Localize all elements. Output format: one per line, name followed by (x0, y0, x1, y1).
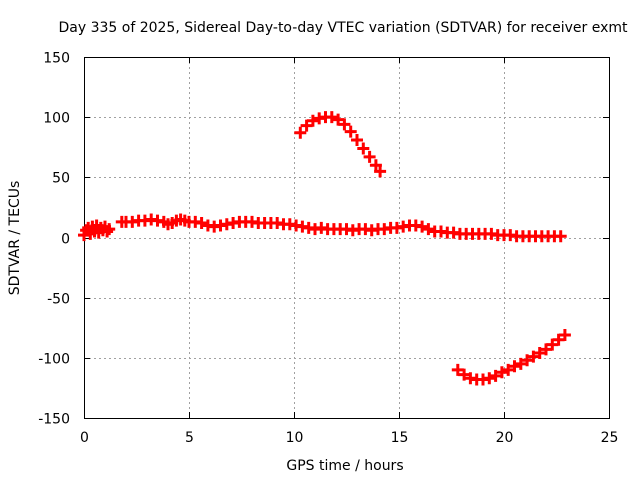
data-point (558, 328, 571, 341)
y-axis-label: SDTVAR / TECUs (7, 181, 23, 296)
x-tick-label: 15 (391, 430, 409, 446)
data-point (495, 366, 508, 379)
data-point (489, 369, 502, 382)
data-point (363, 150, 376, 163)
data-point (527, 350, 540, 363)
data-point (422, 223, 435, 236)
y-tick-label: -150 (38, 412, 70, 428)
data-point (338, 118, 351, 131)
series-upper-arc (294, 111, 387, 178)
y-tick-label: 100 (43, 111, 70, 127)
data-point (416, 220, 429, 233)
x-tick-label: 10 (286, 430, 304, 446)
data-point (300, 119, 313, 132)
data-point (325, 111, 338, 124)
x-tick-label: 5 (185, 430, 194, 446)
x-tick-label: 20 (496, 430, 514, 446)
series-lower-arc (451, 328, 571, 386)
y-tick-label: 0 (61, 232, 70, 248)
x-axis-label: GPS time / hours (286, 458, 403, 474)
y-tick-label: 50 (52, 171, 70, 187)
data-point (508, 360, 521, 373)
data-point (514, 357, 527, 370)
data-point (357, 142, 370, 155)
data-point (306, 114, 319, 127)
data-point (552, 333, 565, 346)
y-tick-label: -100 (38, 352, 70, 368)
x-tick-label: 25 (601, 430, 619, 446)
data-point (546, 338, 559, 351)
axis-ticks (84, 57, 610, 419)
x-tick-label: 0 (80, 430, 89, 446)
data-point (540, 343, 552, 356)
x-tick-labels: 0 5 10 15 20 25 (80, 430, 618, 446)
data-point (554, 230, 567, 243)
data-point (294, 126, 307, 139)
data-point (483, 372, 496, 385)
data-point (332, 113, 345, 126)
data-marks (78, 111, 571, 386)
data-point (195, 217, 208, 230)
y-tick-label: 150 (43, 51, 70, 67)
data-point (451, 363, 464, 376)
data-point (533, 347, 546, 360)
data-point (103, 223, 116, 236)
data-point (374, 165, 387, 178)
data-point (521, 354, 534, 367)
data-point (101, 225, 114, 238)
data-point (458, 368, 471, 381)
series-main-band (78, 213, 567, 243)
data-point (351, 134, 363, 147)
data-point (344, 125, 357, 138)
y-tick-labels: -150 -100 -50 0 50 100 150 (38, 51, 70, 428)
data-point (502, 363, 515, 376)
chart-title: Day 335 of 2025, Sidereal Day-to-day VTE… (59, 20, 629, 36)
data-point (369, 159, 382, 172)
y-tick-label: -50 (47, 292, 70, 308)
